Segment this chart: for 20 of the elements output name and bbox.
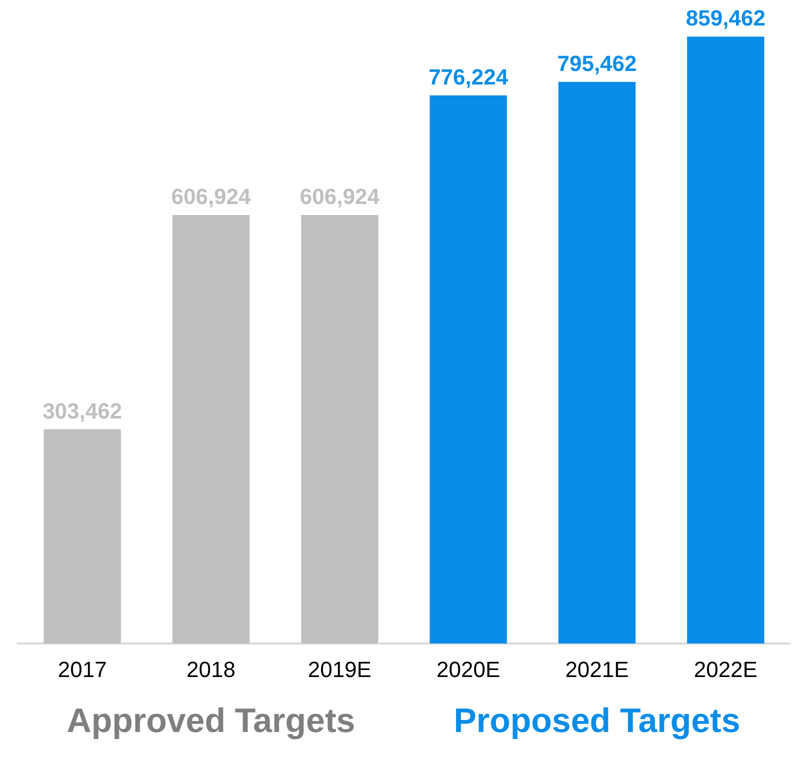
x-tick-label: 2017 [58,656,107,682]
x-tick-label: 2021E [565,656,629,682]
data-label: 859,462 [686,6,766,31]
data-label: 606,924 [171,184,252,210]
bar [558,82,636,644]
bar [301,214,378,644]
data-label: 795,462 [557,50,637,76]
x-tick-label: 2022E [694,656,758,682]
data-label: 606,924 [300,184,380,210]
x-tick-label: 2019E [308,656,372,682]
x-tick-label: 2020E [436,656,500,682]
series-label: Approved Targets [66,702,356,741]
data-label: 776,224 [428,64,509,90]
bar [44,429,121,644]
series-label: Proposed Targets [452,702,742,741]
bar [172,214,250,644]
bar [687,36,764,644]
data-label: 303,462 [42,398,122,424]
bar [430,95,507,644]
x-tick-label: 2018 [186,656,236,682]
